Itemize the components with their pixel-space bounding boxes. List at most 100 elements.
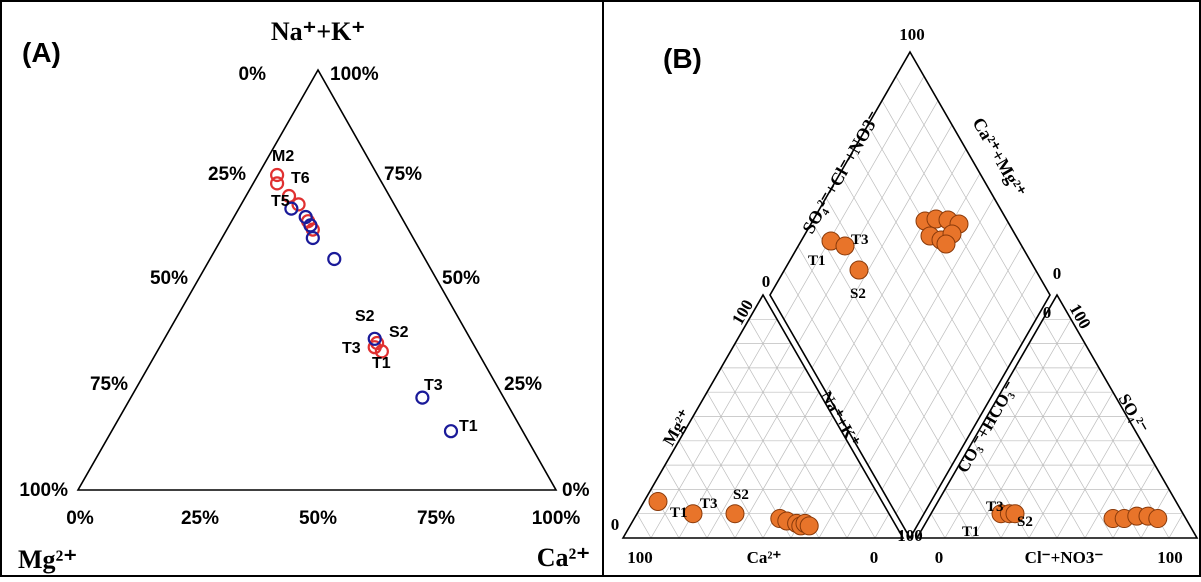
- diamond-axis-left-label: SO₄²⁻+Cl⁻+NO3⁻: [798, 108, 884, 237]
- grid-line: [636, 513, 652, 539]
- panel-b-label: (B): [663, 43, 702, 74]
- diamond-axis-right-label: Ca²⁺+Mg²⁺: [969, 114, 1030, 200]
- grid-line: [783, 76, 925, 320]
- ternary-point: [374, 344, 389, 359]
- ternary-triangle: [76, 68, 558, 491]
- point-label: T3: [424, 377, 443, 394]
- grid-line: [1168, 513, 1184, 539]
- ternary-point: [367, 331, 382, 346]
- ternary-point: [327, 251, 342, 267]
- ternary-point: [270, 176, 285, 191]
- grid-line: [664, 464, 708, 539]
- grid-line: [825, 149, 967, 393]
- piper-point: [1148, 509, 1168, 529]
- point-label: S2: [1017, 514, 1033, 530]
- grid-line: [692, 416, 764, 539]
- right-tick: 100%: [330, 64, 379, 85]
- diamond-right-zero: 0: [1053, 264, 1062, 283]
- ternary-point: [291, 197, 306, 212]
- cation-triangle: [621, 293, 905, 539]
- piper-point: [683, 504, 703, 524]
- grid-line: [958, 464, 1002, 539]
- anion-axis-bottom-label: Cl⁻+NO3⁻: [1025, 548, 1104, 567]
- point-label: T3: [342, 340, 361, 357]
- bottom-tick: 25%: [181, 508, 219, 529]
- ternary-point: [270, 167, 285, 183]
- point-label: S2: [389, 324, 409, 341]
- point-label: S2: [733, 487, 749, 503]
- point-label: S2: [850, 286, 866, 302]
- apex-left-label: Mg²⁺: [18, 545, 77, 574]
- grid-line: [1042, 319, 1170, 539]
- left-tick: 0%: [239, 64, 267, 85]
- grid-line: [1014, 367, 1114, 539]
- anion-top-number: 100: [1066, 301, 1095, 333]
- apex-top-label: Na⁺+K⁺: [271, 17, 365, 46]
- point-label: T1: [459, 418, 478, 435]
- cation-left-zero: 0: [611, 515, 620, 534]
- cation-bottom-left-number: 100: [627, 548, 653, 567]
- grid-line: [650, 319, 778, 539]
- piper-point: [849, 260, 869, 280]
- grid-line: [839, 173, 981, 417]
- grid-line: [1028, 343, 1142, 539]
- left-tick: 75%: [90, 374, 128, 395]
- grid-line: [1112, 464, 1156, 539]
- left-tick: 25%: [208, 164, 246, 185]
- point-label: T1: [808, 253, 826, 269]
- piper-point: [799, 516, 819, 536]
- right-tick: 75%: [384, 164, 422, 185]
- left-tick: 100%: [19, 480, 68, 501]
- ternary-point: [305, 230, 320, 246]
- piper-point: [725, 504, 745, 524]
- cation-axis-left-label: Mg²⁺: [659, 406, 695, 449]
- ternary-point: [284, 201, 299, 216]
- grid-line: [930, 513, 946, 539]
- grid-line: [986, 416, 1058, 539]
- point-label: T3: [986, 499, 1004, 515]
- cation-top-number: 100: [728, 296, 757, 328]
- grid-line: [797, 100, 939, 344]
- grid-line: [734, 343, 848, 539]
- grid-line: [874, 513, 890, 539]
- piper-point: [835, 236, 855, 256]
- point-label: T1: [962, 524, 980, 540]
- point-label: T1: [670, 505, 688, 521]
- piper-point: [936, 234, 956, 254]
- point-label: M2: [272, 148, 294, 165]
- cation-axis-bottom-label: Ca²⁺: [747, 548, 782, 567]
- point-label: T3: [851, 232, 869, 248]
- bottom-tick: 0%: [66, 508, 94, 529]
- cation-bottom-right-number: 0: [870, 548, 879, 567]
- anion-left-bottom-number: 100: [897, 526, 923, 545]
- apex-right-label: Ca²⁺: [537, 543, 590, 572]
- anion-bottom-right-number: 100: [1157, 548, 1183, 567]
- ternary-point: [367, 340, 382, 355]
- grid-line: [972, 343, 1086, 539]
- grid-line: [706, 367, 806, 539]
- grid-line: [1056, 416, 1128, 539]
- bottom-tick: 75%: [417, 508, 455, 529]
- piper-grid: [636, 76, 1184, 539]
- right-tick: 50%: [442, 268, 480, 289]
- diamond-left-zero: 0: [762, 272, 771, 291]
- ternary-point: [415, 390, 430, 405]
- anion-axis-left-label: CO₃⁻+HCO₃⁻: [953, 378, 1020, 476]
- grid-line: [895, 76, 1037, 320]
- point-label: T6: [291, 170, 310, 187]
- piper-diagram-b: (B) 100 0 0 SO₄²⁻+Cl⁻+NO3⁻ Ca²⁺+Mg²⁺ 100…: [611, 25, 1199, 567]
- point-label: T3: [700, 496, 718, 512]
- piper-point: [1005, 504, 1025, 524]
- anion-bottom-left-number: 0: [935, 548, 944, 567]
- panel-a-label: (A): [22, 37, 61, 68]
- anion-triangle: [915, 293, 1199, 539]
- point-label: T1: [372, 355, 391, 372]
- right-tick: 25%: [504, 374, 542, 395]
- grid-line: [811, 124, 953, 369]
- bottom-tick: 50%: [299, 508, 337, 529]
- diamond-top-number: 100: [899, 25, 925, 44]
- piper-points: [648, 209, 1168, 536]
- ternary-point: [443, 424, 459, 439]
